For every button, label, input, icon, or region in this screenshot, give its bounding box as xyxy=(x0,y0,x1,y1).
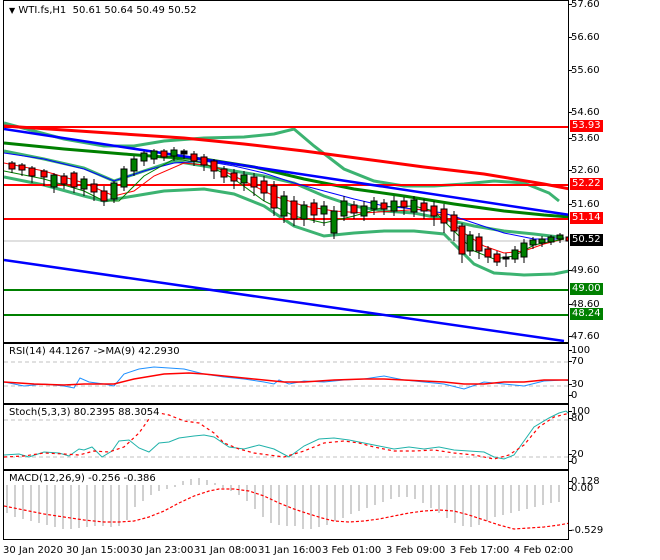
level-tag-53-93: 53.93 xyxy=(570,120,603,132)
rsi-title: RSI(14) 44.1267 ->MA(9) 42.2930 xyxy=(9,346,180,357)
stoch-tick: 80 xyxy=(569,413,584,424)
stoch-k-line xyxy=(4,410,568,460)
level-tag-51-14: 51.14 xyxy=(570,212,603,224)
price-chart-canvas xyxy=(4,121,568,342)
rsi-panel[interactable]: RSI(14) 44.1267 ->MA(9) 42.2930 xyxy=(3,343,569,404)
ma-red-long xyxy=(4,124,568,191)
price-tick: 54.60 xyxy=(569,107,600,118)
price-tick: 48.60 xyxy=(569,299,600,310)
stoch-tick: 100 xyxy=(568,406,591,417)
ma-green-long xyxy=(4,141,568,219)
macd-tick: 0.00 xyxy=(568,483,594,494)
trendline-upper xyxy=(4,127,568,216)
level-tag-48-24: 48.24 xyxy=(570,308,603,320)
price-tick: 47.60 xyxy=(569,331,600,342)
level-tag-52-22: 52.22 xyxy=(570,178,603,190)
stochastic-title: Stoch(5,3,3) 80.2395 88.3054 xyxy=(9,407,160,418)
rsi-tick: 70 xyxy=(569,356,584,367)
macd-signal-line xyxy=(4,488,568,530)
macd-tick: 0.128 xyxy=(569,476,600,487)
time-label: 30 Jan 2020 xyxy=(3,545,63,556)
rsi-canvas xyxy=(4,361,568,390)
candlesticks xyxy=(8,147,568,267)
price-axis[interactable]: 57.60 56.60 55.60 54.60 53.60 52.60 51.6… xyxy=(569,0,660,343)
price-tick: 53.60 xyxy=(569,133,600,144)
rsi-line xyxy=(4,366,568,390)
stoch-tick: 0 xyxy=(568,456,578,467)
macd-tick: -0.529 xyxy=(568,525,604,536)
price-tick: 55.60 xyxy=(569,65,600,76)
stochastic-panel[interactable]: Stoch(5,3,3) 80.2395 88.3054 xyxy=(3,404,569,470)
macd-histogram xyxy=(6,478,560,529)
stochastic-canvas xyxy=(4,410,568,460)
rsi-tick: 30 xyxy=(569,379,584,390)
time-label: 3 Feb 17:00 xyxy=(450,545,510,556)
stoch-tick: 20 xyxy=(569,449,584,460)
macd-panel[interactable]: MACD(12,26,9) -0.256 -0.386 xyxy=(3,470,569,540)
time-label: 30 Jan 15:00 xyxy=(66,545,130,556)
price-tick: 57.60 xyxy=(569,0,600,10)
price-tick: 51.60 xyxy=(569,199,600,210)
current-price-tag: 50.52 xyxy=(570,234,603,246)
macd-title: MACD(12,26,9) -0.256 -0.386 xyxy=(9,473,156,484)
time-label: 30 Jan 23:00 xyxy=(130,545,194,556)
time-label: 3 Feb 09:00 xyxy=(386,545,446,556)
level-tag-49-00: 49.00 xyxy=(570,283,603,295)
macd-canvas xyxy=(4,478,568,530)
stochastic-axis: 100 80 20 0 xyxy=(568,404,660,470)
symbol-header: ▼ WTI.fs,H1 50.61 50.64 50.49 50.52 xyxy=(9,5,197,16)
price-chart-panel[interactable]: ▼ WTI.fs,H1 50.61 50.64 50.49 50.52 xyxy=(3,0,569,343)
rsi-ma-line xyxy=(4,372,568,386)
time-label: 31 Jan 16:00 xyxy=(258,545,322,556)
price-tick: 49.60 xyxy=(569,265,600,276)
time-label: 31 Jan 08:00 xyxy=(194,545,258,556)
ohlc-values: 50.61 50.64 50.49 50.52 xyxy=(72,5,197,16)
macd-axis: 0.128 0.00 -0.529 xyxy=(568,470,660,540)
trendline-lower xyxy=(4,258,565,342)
price-tick: 56.60 xyxy=(569,32,600,43)
time-axis[interactable]: 30 Jan 2020 30 Jan 15:00 30 Jan 23:00 31… xyxy=(0,540,660,560)
rsi-tick: 0 xyxy=(568,390,578,401)
triangle-down-icon[interactable]: ▼ xyxy=(9,6,16,15)
symbol-label: WTI.fs,H1 xyxy=(18,5,67,16)
ma-green-short xyxy=(4,158,565,260)
rsi-tick: 100 xyxy=(568,345,591,356)
time-label: 3 Feb 01:00 xyxy=(322,545,382,556)
time-label: 4 Feb 02:00 xyxy=(514,545,574,556)
price-tick: 52.60 xyxy=(569,165,600,176)
rsi-axis: 100 70 30 0 xyxy=(568,343,660,404)
ma-red-short xyxy=(4,162,565,254)
